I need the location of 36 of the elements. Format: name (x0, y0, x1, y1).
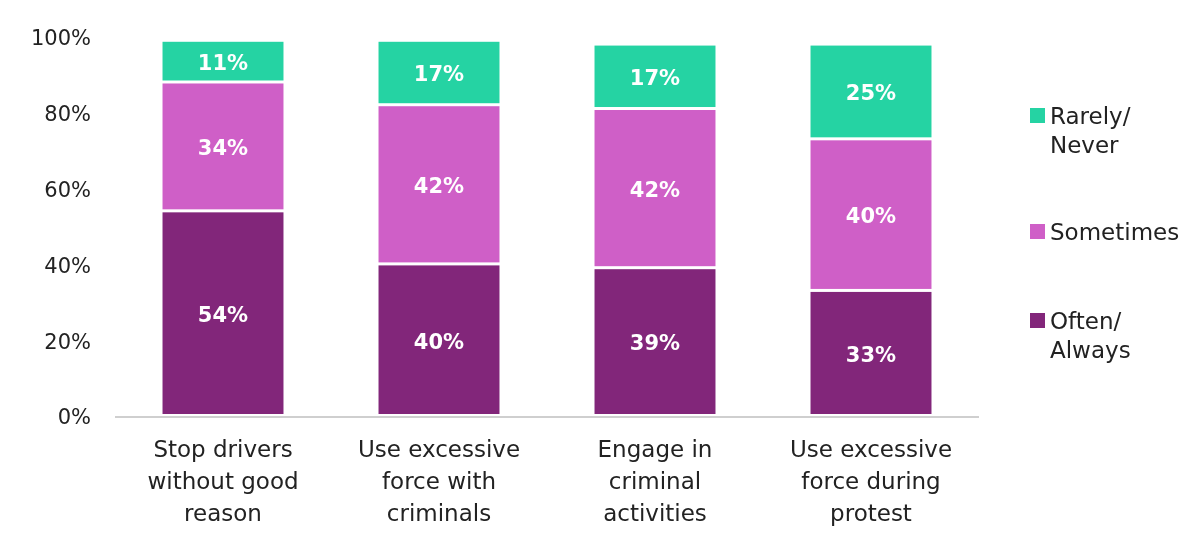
x-tick-label: Use excessive force during protest (789, 436, 953, 527)
data-label: 17% (413, 62, 465, 87)
legend-label: Rarely/ Never (1050, 103, 1131, 158)
y-tick-label: 80% (44, 102, 91, 127)
bar (162, 212, 284, 414)
data-label: 40% (845, 204, 897, 229)
data-label: 34% (197, 136, 249, 161)
legend-label: Often/ Always (1050, 308, 1131, 363)
data-label: 17% (629, 66, 681, 91)
bar (378, 41, 500, 104)
bar (378, 106, 500, 263)
data-label: 54% (197, 303, 249, 328)
bar (594, 110, 716, 267)
y-tick-label: 100% (30, 26, 91, 51)
bar (810, 140, 932, 289)
bar (810, 45, 932, 138)
y-tick-label: 0% (57, 405, 91, 430)
x-tick-label: Engage in criminal activities (597, 436, 713, 527)
x-tick-label: Stop drivers without good reason (147, 436, 299, 527)
bar (162, 83, 284, 210)
data-label: 42% (629, 177, 681, 202)
y-tick-label: 40% (44, 253, 91, 278)
data-label: 39% (629, 331, 681, 356)
data-label: 40% (413, 329, 465, 354)
bar (594, 45, 716, 108)
bar (810, 291, 932, 414)
data-label: 25% (845, 81, 897, 106)
legend-label: Sometimes (1050, 219, 1180, 246)
bar (594, 269, 716, 414)
y-tick-label: 60% (44, 177, 91, 202)
y-tick-label: 20% (44, 329, 91, 354)
x-tick-label: Use excessive force with criminals (357, 436, 521, 527)
data-label: 11% (197, 50, 249, 75)
bar (378, 265, 500, 414)
data-label: 33% (845, 342, 897, 367)
data-label: 42% (413, 174, 465, 199)
